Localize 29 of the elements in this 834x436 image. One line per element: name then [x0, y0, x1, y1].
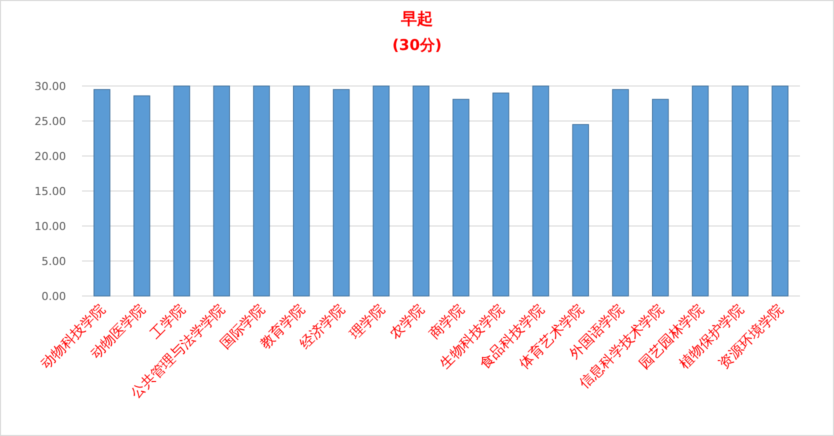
bar — [492, 92, 510, 296]
bar — [772, 86, 788, 296]
bar — [213, 86, 230, 296]
chart-title: 早起 — [400, 9, 433, 28]
bar — [532, 86, 550, 296]
bar — [372, 86, 390, 296]
bar — [173, 86, 190, 296]
y-tick-label: 20.00 — [34, 150, 66, 163]
bar — [133, 95, 150, 296]
y-tick-label: 15.00 — [34, 185, 66, 198]
bar — [692, 86, 709, 296]
y-tick-label: 25.00 — [34, 115, 66, 128]
y-tick-label: 30.00 — [34, 80, 66, 93]
bar — [732, 86, 749, 296]
bar — [94, 89, 110, 296]
x-tick-label: 农学院 — [386, 302, 428, 343]
y-tick-label: 5.00 — [42, 255, 66, 268]
bar — [332, 89, 350, 296]
bar — [452, 98, 470, 296]
bar — [293, 86, 310, 296]
bar — [412, 86, 430, 296]
y-tick-label: 10.00 — [34, 220, 66, 233]
bar — [572, 124, 589, 296]
chart-subtitle: (30分) — [392, 36, 442, 54]
bar — [612, 89, 629, 296]
y-tick-label: 0.00 — [42, 290, 66, 303]
bar — [652, 98, 669, 296]
bar — [253, 86, 270, 296]
x-tick-label: 理学院 — [346, 302, 388, 343]
